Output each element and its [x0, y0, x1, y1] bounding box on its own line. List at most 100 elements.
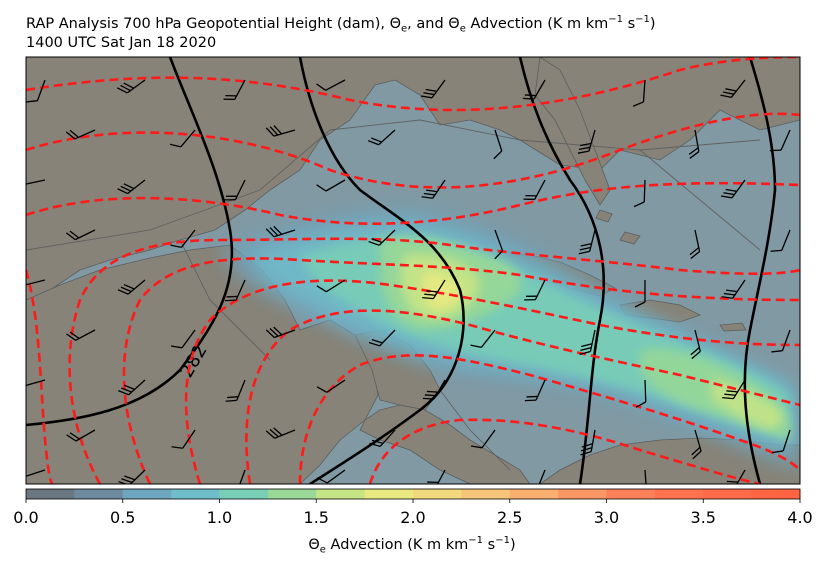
colorbar-segment: [171, 489, 220, 499]
wind-barb: [66, 329, 96, 341]
wind-barb: [422, 379, 446, 400]
colorbar-tick-label: 4.0: [787, 508, 813, 527]
wind-barb: [26, 279, 46, 286]
wind-barb: [644, 469, 648, 484]
colorbar-segment: [122, 489, 172, 499]
colorbar-segment: [74, 489, 124, 499]
wind-barb: [580, 429, 596, 456]
colorbar-segment: [267, 489, 317, 499]
wind-barb: [118, 469, 146, 484]
wind-barb: [265, 225, 296, 238]
wind-barb: [316, 379, 346, 393]
wind-barb: [633, 179, 646, 208]
wind-barb: [524, 279, 546, 301]
colorbar-segment: [654, 489, 704, 499]
wind-barb: [26, 79, 46, 103]
wind-barb: [690, 329, 701, 360]
wind-barb: [721, 279, 746, 299]
wind-barb: [265, 326, 296, 339]
wind-barb: [368, 129, 396, 146]
colorbar: [26, 489, 801, 499]
wind-barb: [688, 129, 700, 159]
wind-barb: [493, 129, 503, 160]
wind-barb: [223, 79, 246, 101]
wind-barb: [66, 429, 96, 442]
wind-barb: [577, 129, 596, 154]
wind-barb: [368, 329, 396, 347]
wind-barb: [524, 379, 546, 402]
wind-barb: [265, 125, 296, 137]
colorbar-tick-label: 3.5: [690, 508, 716, 527]
wind-barb: [772, 429, 791, 454]
colorbar-tick-label: 2.0: [400, 508, 426, 527]
wind-barb: [224, 279, 246, 302]
map-title: RAP Analysis 700 hPa Geopotential Height…: [26, 14, 656, 35]
wind-barb: [170, 229, 196, 248]
colorbar-segment: [509, 489, 559, 499]
wind-barb: [536, 469, 546, 484]
valid-time: 1400 UTC Sat Jan 18 2020: [26, 35, 217, 51]
wind-barb: [720, 79, 746, 98]
theta-e-contours: [26, 57, 800, 484]
wind-barb: [369, 429, 396, 447]
colorbar-label: Θe Advection (K m km−1 s−1): [308, 535, 516, 556]
wind-barb: [722, 379, 746, 400]
wind-barb: [316, 179, 346, 192]
wind-barb: [316, 279, 346, 293]
wind-barb: [522, 79, 546, 100]
colorbar-segment: [751, 489, 801, 499]
wind-barb: [65, 229, 96, 241]
wind-barb: [420, 79, 446, 99]
colorbar-segment: [558, 489, 607, 499]
colorbar-segment: [364, 489, 414, 499]
wind-barb: [169, 129, 196, 148]
wind-barb: [771, 329, 791, 353]
wind-barb: [578, 229, 596, 255]
map-frame: [25, 56, 801, 485]
wind-barb: [726, 469, 746, 484]
wind-barb: [26, 179, 46, 186]
advection-plume: [220, 209, 800, 470]
wind-barb: [691, 429, 702, 460]
wind-barb: [632, 79, 646, 107]
wind-barbs: [26, 79, 791, 484]
wind-barb: [118, 379, 146, 396]
wind-barb: [117, 179, 146, 195]
wind-barb: [494, 229, 504, 260]
colorbar-segment: [219, 489, 269, 499]
wind-barb: [427, 469, 446, 484]
colorbar-tick-label: 3.0: [593, 508, 620, 527]
colorbar-tick-label: 0.0: [13, 508, 39, 527]
colorbar-tick-label: 2.5: [497, 508, 523, 527]
wind-barb: [635, 379, 647, 408]
wind-barb: [224, 179, 246, 201]
wind-barb: [316, 79, 346, 91]
wind-barb: [579, 329, 596, 355]
wind-barb: [421, 179, 446, 199]
colorbar-tick-label: 0.5: [110, 508, 136, 527]
wind-barb: [26, 379, 46, 387]
colorbar-segment: [413, 489, 462, 499]
wind-barb: [523, 179, 546, 201]
wind-barb: [770, 229, 791, 252]
wind-barb: [236, 469, 246, 484]
wind-barb: [368, 229, 396, 246]
wind-barb: [769, 129, 791, 152]
wind-barb: [117, 279, 146, 295]
wind-barb: [689, 229, 701, 259]
wind-barb: [634, 280, 646, 308]
wind-barb: [470, 429, 496, 449]
colorbar-segment: [26, 489, 75, 499]
colorbar-segment: [461, 489, 511, 499]
colorbar-segment: [606, 489, 656, 499]
wind-barb: [720, 179, 746, 199]
height-contours: [26, 57, 777, 484]
wind-barb: [26, 469, 46, 478]
colorbar-tick-label: 1.5: [303, 508, 329, 527]
wind-barb: [265, 427, 296, 439]
wind-barb: [171, 429, 196, 449]
wind-barb: [65, 129, 96, 140]
wind-barb: [225, 379, 246, 402]
wind-barb: [422, 279, 446, 300]
